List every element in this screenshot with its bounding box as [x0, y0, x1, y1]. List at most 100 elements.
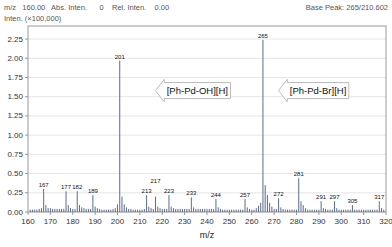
x-tick-label: 180: [66, 217, 80, 226]
x-tick: [95, 212, 96, 215]
peak: [137, 210, 138, 212]
annotation: [Ph-Pd-OH][H]: [155, 79, 230, 101]
y-tick: [25, 58, 28, 59]
x-tick-label: 220: [156, 217, 170, 226]
peak: [318, 210, 319, 212]
peak: [126, 207, 127, 212]
x-tick: [139, 212, 140, 215]
peak-label: 244: [211, 192, 222, 198]
peak: [66, 191, 67, 212]
chart: 0.000.250.500.751.001.251.501.752.002.25…: [0, 0, 392, 247]
peak: [106, 210, 107, 212]
peak: [79, 205, 80, 212]
y-tick: [25, 115, 28, 116]
x-tick-label: 160: [21, 217, 35, 226]
y-tick-label: 0.25: [7, 188, 23, 197]
peak: [186, 209, 187, 212]
peak: [59, 209, 60, 212]
x-tick-label: 270: [267, 217, 281, 226]
peak: [361, 210, 362, 212]
peak: [267, 195, 268, 212]
peak: [370, 210, 371, 212]
peak: [233, 210, 234, 212]
grid-line: [28, 58, 386, 59]
peak: [104, 210, 105, 212]
peak: [68, 205, 69, 212]
peak: [70, 208, 71, 212]
peak: [209, 209, 210, 212]
y-tick-label: 1.00: [7, 131, 23, 140]
peak: [245, 199, 246, 212]
axes: 0.000.250.500.751.001.251.501.752.002.25…: [7, 35, 392, 226]
peak-label: 305: [347, 198, 358, 204]
x-tick: [162, 212, 163, 215]
peak: [298, 178, 299, 212]
peak: [195, 209, 196, 212]
peak: [336, 208, 337, 212]
peak: [240, 210, 241, 212]
peak: [381, 208, 382, 212]
peak: [155, 197, 156, 212]
peak: [343, 210, 344, 212]
x-tick: [341, 212, 342, 215]
peak-labels: 1671771821892012132172232332442572652722…: [39, 33, 385, 204]
peak: [222, 210, 223, 212]
grid-line: [28, 39, 386, 40]
peak: [312, 210, 313, 212]
peak: [200, 209, 201, 212]
peak: [117, 204, 118, 212]
x-tick-label: 230: [178, 217, 192, 226]
peak: [151, 208, 152, 212]
peak: [238, 210, 239, 212]
plot-frame: [28, 26, 386, 212]
peak: [191, 197, 192, 212]
x-tick-label: 310: [357, 217, 371, 226]
peak: [121, 197, 122, 212]
peak: [207, 209, 208, 212]
peak-label: 265: [258, 33, 269, 39]
annotation-text: [Ph-Pd-OH][H]: [167, 85, 228, 96]
y-tick: [25, 192, 28, 193]
peak: [309, 210, 310, 212]
peak: [92, 195, 93, 212]
peak: [88, 209, 89, 212]
y-tick-label: 0.50: [7, 169, 23, 178]
peak: [153, 209, 154, 212]
grid-line: [28, 77, 386, 78]
peak: [363, 210, 364, 212]
peak: [341, 210, 342, 212]
y-tick-label: 0.75: [7, 150, 23, 159]
peak: [139, 210, 140, 212]
peak: [124, 204, 125, 212]
peak: [81, 207, 82, 212]
y-tick-label: 1.50: [7, 92, 23, 101]
peak: [383, 210, 384, 212]
peak: [292, 210, 293, 212]
peak: [77, 191, 78, 212]
x-tick: [50, 212, 51, 215]
peak-label: 167: [39, 182, 50, 188]
peak: [101, 210, 102, 212]
x-tick: [318, 212, 319, 215]
peak: [321, 201, 322, 212]
x-tick: [28, 212, 29, 215]
peak: [119, 61, 120, 212]
peak: [128, 209, 129, 212]
y-tick-label: 1.25: [7, 111, 23, 120]
peak: [265, 185, 266, 212]
peak: [168, 195, 169, 212]
y-tick-label: 2.25: [7, 35, 23, 44]
peak: [271, 207, 272, 212]
peak: [354, 210, 355, 212]
peak: [307, 210, 308, 212]
peak: [48, 208, 49, 212]
y-axis-label: Inten. (×100,000): [4, 14, 62, 23]
x-tick-label: 250: [223, 217, 237, 226]
peak: [236, 210, 237, 212]
grid-line: [28, 154, 386, 155]
peak: [229, 210, 230, 212]
peak: [198, 209, 199, 212]
peak: [220, 209, 221, 212]
x-tick: [229, 212, 230, 215]
peak-label: 233: [186, 190, 197, 196]
